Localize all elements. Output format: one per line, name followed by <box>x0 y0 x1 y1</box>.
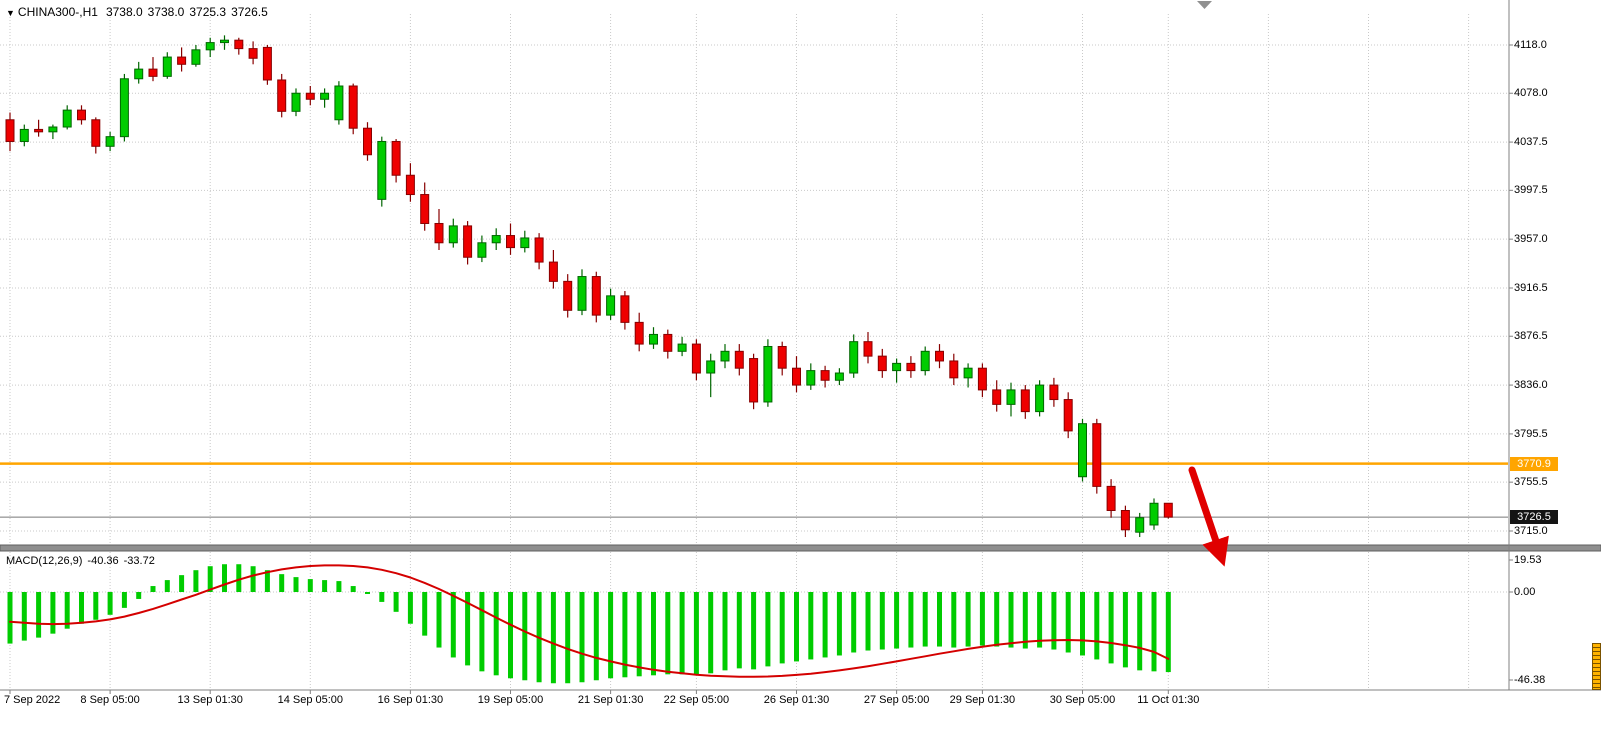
macd-histogram <box>7 564 1171 684</box>
ohlc-low: 3725.3 <box>189 5 227 19</box>
symbol-info-bar: ▼ CHINA300-,H1 3738.0 3738.0 3725.3 3726.5 <box>6 5 273 19</box>
price-tick-label: 3715.0 <box>1514 525 1548 537</box>
time-tick-label: 29 Sep 01:30 <box>949 694 1016 706</box>
time-tick-label: 22 Sep 05:00 <box>663 694 730 706</box>
scrollbar-widget[interactable] <box>1592 643 1601 690</box>
candlestick-series[interactable] <box>5 35 1173 538</box>
macd-signal-line <box>9 564 1170 678</box>
macd-tick-label: -46.38 <box>1514 674 1546 686</box>
hline-price-badge: 3770.9 <box>1510 456 1558 471</box>
red-arrow-annotation[interactable] <box>1188 466 1229 567</box>
price-tick-label: 3795.5 <box>1514 427 1548 440</box>
ohlc-open: 3738.0 <box>105 5 143 19</box>
macd-tick-label: 0.00 <box>1514 586 1536 598</box>
macd-indicator-label: MACD(12,26,9) -40.36 -33.72 <box>6 555 160 567</box>
current-price-badge: 3726.5 <box>1510 510 1558 525</box>
time-tick-label: 7 Sep 2022 <box>4 694 61 706</box>
symbol-label: CHINA300-,H1 <box>17 5 98 19</box>
price-tick-label: 3755.5 <box>1514 476 1548 489</box>
time-tick-label: 30 Sep 05:00 <box>1049 694 1116 706</box>
macd-tick-label: 19.53 <box>1514 554 1542 566</box>
price-tick-label: 3876.5 <box>1514 330 1548 343</box>
macd-current-value: -40.36 <box>87 555 119 567</box>
time-tick-label: 16 Sep 01:30 <box>377 694 444 706</box>
macd-signal-value: -33.72 <box>123 555 155 567</box>
price-tick-label: 3957.0 <box>1514 233 1548 246</box>
ohlc-high: 3738.0 <box>147 5 185 19</box>
ohlc-close: 3726.5 <box>231 5 268 19</box>
time-tick-label: 11 Oct 01:30 <box>1137 694 1200 706</box>
time-tick-label: 13 Sep 01:30 <box>177 694 243 706</box>
time-tick-label: 14 Sep 05:00 <box>277 694 344 706</box>
price-tick-label: 4078.0 <box>1514 87 1548 100</box>
levels-layer <box>0 462 1508 518</box>
collapse-arrow-icon[interactable]: ▼ <box>6 8 15 18</box>
price-tick-label: 3997.5 <box>1514 184 1548 197</box>
time-tick-label: 8 Sep 05:00 <box>80 694 140 706</box>
price-tick-label: 4118.0 <box>1514 39 1547 51</box>
time-tick-label: 27 Sep 05:00 <box>863 694 930 706</box>
axis-frame <box>0 0 1601 694</box>
chart-shift-marker-icon[interactable] <box>1197 1 1212 9</box>
price-tick-label: 4037.5 <box>1514 136 1548 149</box>
price-tick-label: 3836.0 <box>1514 379 1548 392</box>
price-tick-label: 3916.5 <box>1514 282 1548 294</box>
time-tick-label: 19 Sep 05:00 <box>477 694 544 706</box>
time-tick-label: 21 Sep 01:30 <box>577 694 644 706</box>
time-tick-label: 26 Sep 01:30 <box>763 694 830 706</box>
macd-name: MACD(12,26,9) <box>6 555 83 567</box>
